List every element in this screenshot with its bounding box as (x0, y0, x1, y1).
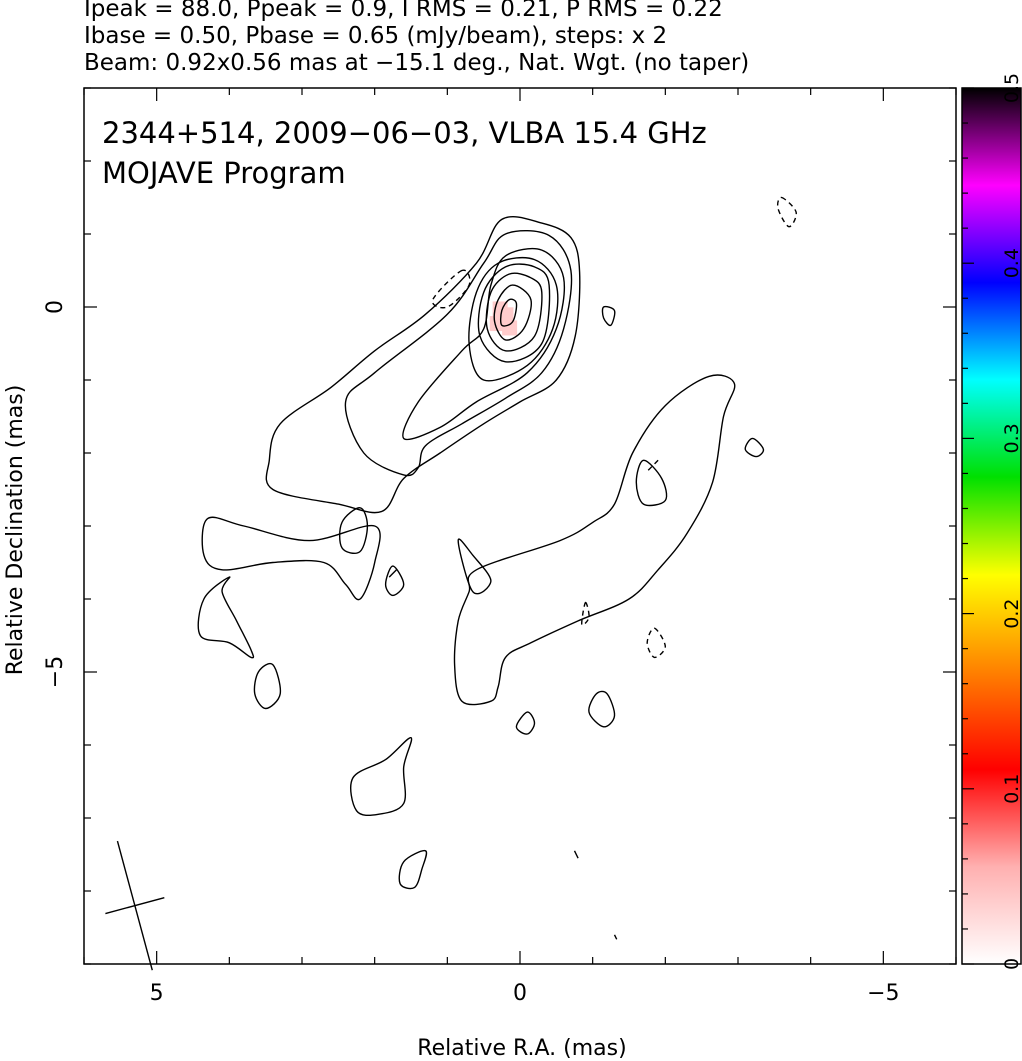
colorbar: 0 0.1 0.2 0.3 0.4 0.5 (961, 73, 1022, 970)
negative-contour (581, 601, 590, 626)
axis-ticks: 5 0 −5 0 −5 (43, 87, 957, 1006)
contour-line (635, 459, 668, 507)
colorbar-ticks: 0 0.1 0.2 0.3 0.4 0.5 (962, 73, 1022, 970)
contour-line (350, 737, 413, 817)
contour-line (402, 247, 566, 441)
contour-line (344, 230, 573, 477)
colorbar-tick-label: 0.1 (1001, 774, 1022, 804)
colorbar-tick-label: 0 (1001, 958, 1022, 970)
contour-line (493, 284, 532, 341)
colorbar-fill (962, 88, 1021, 964)
contour-line (588, 690, 616, 728)
beam-ellipse-cross (105, 840, 165, 971)
x-axis-label: Relative R.A. (mas) (417, 1036, 626, 1061)
contour-line (453, 374, 736, 706)
x-tick-label: 0 (513, 981, 527, 1006)
y-axis-label: Relative Declination (mas) (3, 385, 28, 676)
x-tick-label: 5 (150, 981, 164, 1006)
contour-line (457, 538, 492, 595)
colorbar-frame (961, 87, 1022, 965)
contour-line (265, 216, 581, 514)
contour-line (499, 298, 518, 327)
colorbar-tick-label: 0.5 (1001, 73, 1022, 103)
contour-line (744, 437, 765, 458)
contour-lines (197, 196, 797, 943)
contour-line (601, 305, 616, 327)
contour-line (201, 516, 381, 601)
colorbar-tick-label: 0.4 (1001, 248, 1022, 278)
y-tick-label: −5 (43, 656, 68, 688)
contour-line (384, 565, 405, 597)
contour-line (398, 850, 428, 890)
contour-line (515, 711, 536, 735)
header-line-2: Ibase = 0.50, Pbase = 0.65 (mJy/beam), s… (84, 23, 668, 49)
chart-title: 2344+514, 2009−06−03, VLBA 15.4 GHz (102, 116, 707, 150)
contour-line (468, 256, 559, 382)
contour-line (388, 569, 397, 578)
beam-minor-axis (105, 896, 165, 915)
contour-line (197, 576, 255, 659)
negative-contour (776, 196, 797, 228)
header-line-3: Beam: 0.92x0.56 mas at −15.1 deg., Nat. … (84, 50, 750, 76)
core-pixel (502, 320, 518, 336)
negative-contour (646, 459, 659, 472)
plot-frame (83, 87, 957, 965)
contour-line (573, 850, 579, 859)
header-line-1: Ipeak = 88.0, Ppeak = 0.9, I RMS = 0.21,… (84, 0, 723, 22)
x-tick-label: −5 (867, 981, 899, 1006)
contour-line (485, 272, 543, 352)
negative-contour (613, 934, 619, 943)
chart-subtitle: MOJAVE Program (102, 156, 346, 190)
contour-line (253, 662, 282, 710)
colorbar-tick-label: 0.2 (1001, 598, 1022, 628)
negative-contour (431, 269, 471, 309)
contour-line (338, 507, 369, 554)
y-tick-label: 0 (43, 300, 68, 314)
contour-line (477, 263, 551, 363)
colorbar-tick-label: 0.3 (1001, 423, 1022, 453)
negative-contour (646, 627, 667, 659)
plot-area: 5 0 −5 0 −5 2344+514, 2009−06−03, VLBA 15.4 … (43, 87, 957, 1006)
